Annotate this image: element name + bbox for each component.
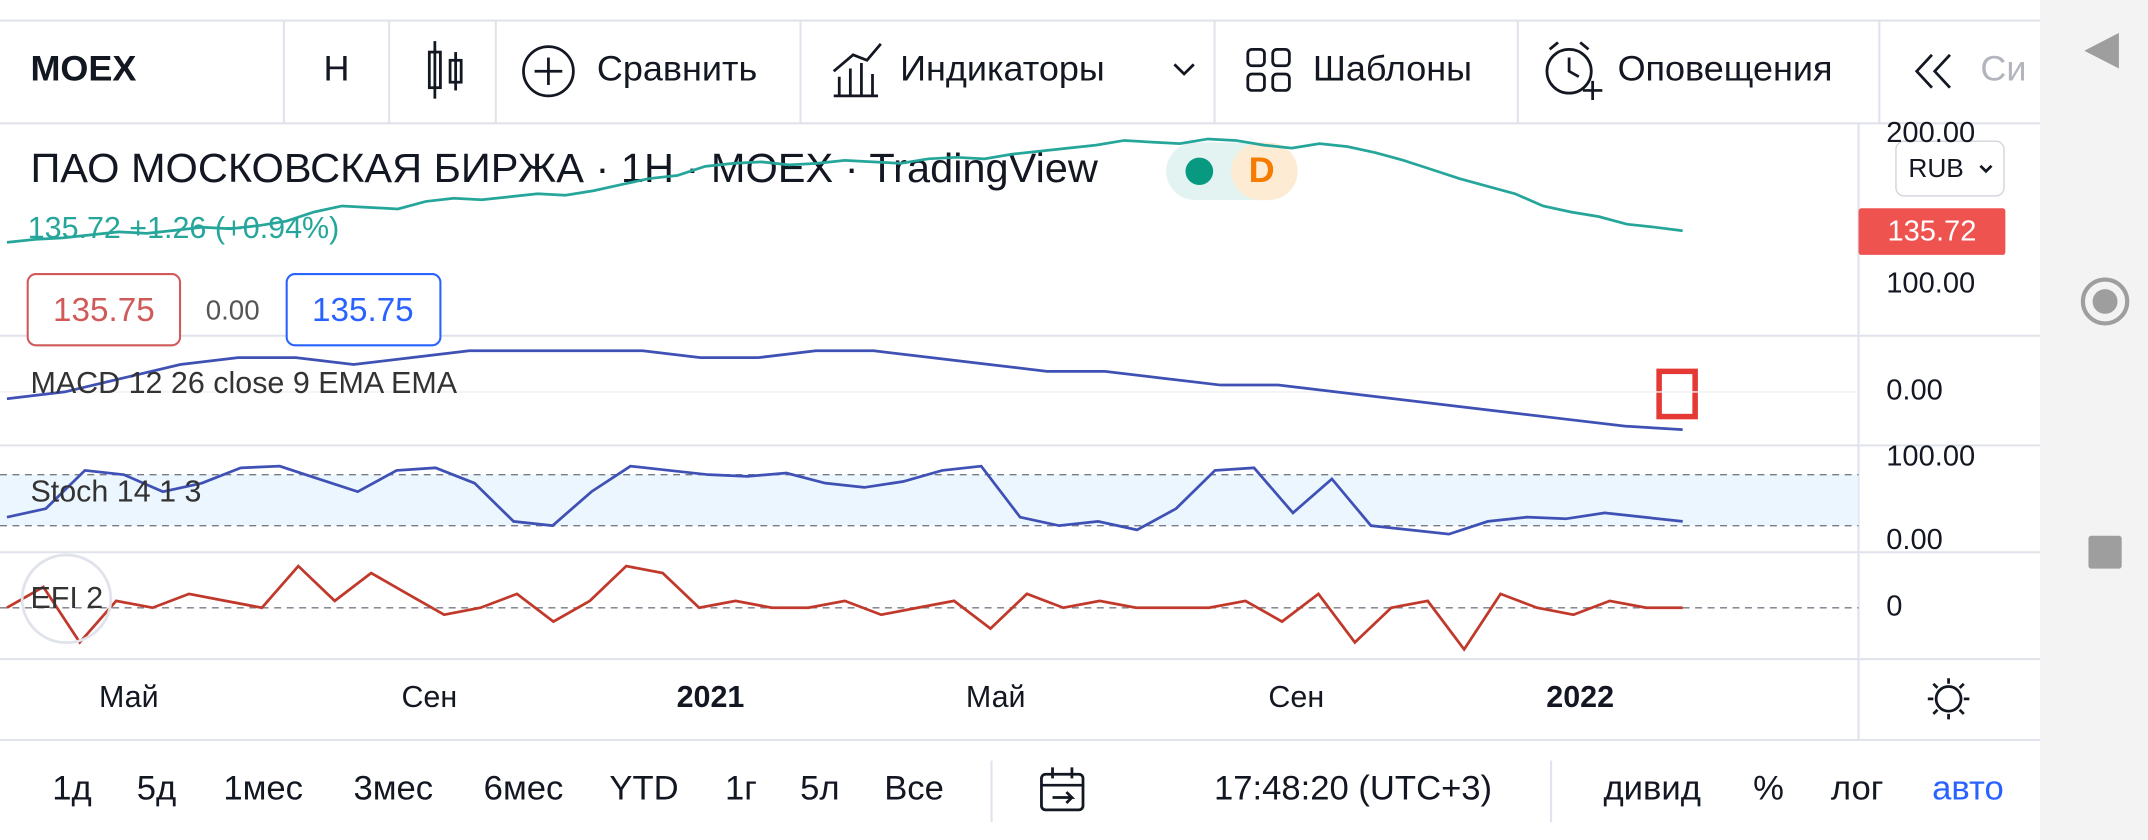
compare[interactable]: Сравнить [597, 49, 757, 89]
currency[interactable]: RUB [1908, 153, 1964, 183]
indicators-dropdown[interactable] [1173, 63, 1195, 76]
chart-option[interactable]: лог [1831, 770, 1883, 808]
indicator-line [6, 464, 1683, 536]
currency-box[interactable] [1895, 140, 2005, 197]
delay-letter: D [1249, 150, 1275, 190]
indicators-icon [832, 42, 882, 98]
price-tag-box [1858, 208, 2006, 255]
y-tick-label: 0.00 [1886, 375, 1943, 407]
x-tick-label: Май [99, 681, 159, 714]
efi-collapse-button[interactable] [20, 553, 113, 645]
x-tick-label: Сен [1268, 681, 1324, 714]
x-tick-label: Сен [401, 681, 457, 714]
y-tick-label: 0 [1886, 590, 1902, 622]
delay-badge [1231, 142, 1298, 201]
range-button[interactable]: 1мес [223, 770, 303, 808]
legend: ПАО МОСКОВСКАЯ БИРЖА · 1Н · MOEX · Tradi… [26, 140, 2006, 420]
range-button[interactable]: 1г [725, 770, 757, 808]
range-button[interactable]: Все [884, 770, 944, 808]
interval[interactable]: Н [324, 49, 350, 89]
nav-home[interactable] [2080, 277, 2130, 326]
legend-title: ПАО МОСКОВСКАЯ БИРЖА · 1Н · MOEX · Tradi… [30, 145, 1098, 191]
price-line [6, 137, 1683, 244]
templates-icon [1246, 47, 1291, 92]
bottom-bar [990, 678, 1970, 823]
x-tick-label: Май [966, 681, 1026, 714]
currency-chevron [1979, 164, 1993, 174]
nav-home-dot [2092, 289, 2118, 314]
x-tick-label: 2021 [677, 681, 745, 714]
range-button[interactable]: 5д [137, 770, 176, 808]
price-tag: 135.72 [1887, 216, 1976, 248]
sell-price[interactable]: 135.75 [53, 292, 155, 329]
nav-back[interactable] [2084, 32, 2119, 69]
nav-recent[interactable] [2088, 535, 2122, 569]
range-button[interactable]: 5л [800, 770, 839, 808]
y-tick-label: 100.00 [1886, 268, 1975, 300]
indicators[interactable]: Индикаторы [900, 49, 1105, 89]
more-icon [1914, 53, 1951, 89]
y-tick-label: 0.00 [1886, 524, 1943, 556]
pane-label: EFI 2 [30, 582, 103, 615]
chart-option[interactable]: % [1753, 770, 1784, 808]
clock[interactable]: 17:48:20 (UTC+3) [1214, 770, 1492, 808]
buy-price[interactable]: 135.75 [312, 292, 414, 329]
alerts[interactable]: Оповещения [1618, 49, 1833, 89]
compare-icon [522, 45, 575, 98]
y-tick-label: 100.00 [1886, 440, 1975, 472]
settings-icon[interactable] [1927, 678, 1970, 720]
sell-box[interactable] [26, 273, 182, 347]
alerts-icon [1545, 41, 1603, 101]
range-button[interactable]: YTD [609, 770, 678, 808]
chart-option[interactable]: дивид [1603, 770, 1700, 808]
buy-box[interactable] [285, 273, 442, 347]
spread: 0.00 [206, 295, 260, 326]
toolbar: MOEX Н Сравнить Индикаторы Шаблоны Опове… [0, 19, 2040, 125]
go-to-date-icon[interactable] [1040, 767, 1085, 812]
nav-bar [2039, 0, 2148, 840]
range-button[interactable]: 6мес [484, 770, 564, 808]
pane-label: MACD 12 26 close 9 EMA EMA [30, 367, 457, 400]
symbol[interactable]: MOEX [30, 49, 136, 89]
x-tick-label: 2022 [1546, 681, 1614, 714]
more[interactable]: Си [1980, 49, 2026, 89]
y-tick-label: 200.00 [1886, 117, 1975, 149]
range-button[interactable]: 3мес [354, 770, 434, 808]
selection-marker [1656, 368, 1698, 420]
chart-type-icon[interactable] [427, 41, 463, 99]
indicator-line [6, 349, 1683, 431]
market-open-dot [1185, 157, 1214, 185]
indicator-line [6, 564, 1683, 652]
range-button[interactable]: 1д [52, 770, 91, 808]
templates[interactable]: Шаблоны [1313, 49, 1472, 89]
pane-label: Stoch 14 1 3 [30, 475, 201, 508]
chart-option[interactable]: авто [1932, 770, 2004, 808]
